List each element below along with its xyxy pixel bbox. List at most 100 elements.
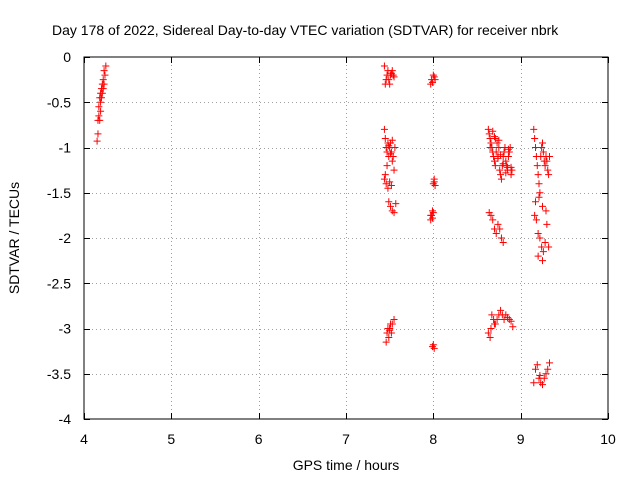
data-point xyxy=(544,365,552,373)
data-point xyxy=(94,130,102,138)
data-point xyxy=(539,248,547,256)
data-point xyxy=(539,257,546,265)
data-point xyxy=(497,171,505,179)
data-point xyxy=(538,144,546,151)
data-point xyxy=(487,325,495,332)
data-point xyxy=(430,344,438,352)
data-point xyxy=(429,71,437,79)
y-tick-label: -2.5 xyxy=(47,275,71,291)
data-point xyxy=(506,144,514,151)
data-point xyxy=(486,334,494,342)
y-tick-label: -3.5 xyxy=(47,366,71,382)
data-point xyxy=(387,202,395,210)
data-point xyxy=(99,76,107,84)
data-point xyxy=(392,200,400,208)
data-point xyxy=(507,317,515,325)
data-point xyxy=(383,162,391,170)
data-point xyxy=(491,162,499,170)
data-point xyxy=(493,315,501,323)
data-point xyxy=(539,202,546,210)
data-point xyxy=(536,234,544,242)
data-point xyxy=(428,343,436,351)
data-point xyxy=(535,180,543,188)
data-point xyxy=(545,359,553,367)
data-point xyxy=(390,166,398,174)
data-point xyxy=(504,153,512,161)
data-point xyxy=(536,372,544,380)
x-axis-label: GPS time / hours xyxy=(293,457,400,473)
data-point xyxy=(99,85,107,93)
data-point xyxy=(387,148,395,156)
x-tick-label: 10 xyxy=(600,431,616,447)
data-point xyxy=(534,171,542,179)
data-point xyxy=(487,211,495,219)
data-point xyxy=(534,252,542,260)
plot-frame xyxy=(83,56,609,420)
data-point xyxy=(495,136,503,144)
data-point xyxy=(492,148,500,156)
chart-title: Day 178 of 2022, Sidereal Day-to-day VTE… xyxy=(52,22,559,38)
data-point xyxy=(542,207,550,215)
data-point xyxy=(541,162,549,170)
data-point xyxy=(502,169,510,177)
data-point xyxy=(496,166,504,174)
data-point xyxy=(489,127,497,135)
data-point xyxy=(484,329,492,337)
data-point xyxy=(385,198,393,206)
data-point xyxy=(102,62,110,70)
data-point xyxy=(496,225,504,233)
data-point xyxy=(427,80,435,88)
x-tick-label: 5 xyxy=(167,431,175,447)
data-point xyxy=(428,214,436,222)
data-point xyxy=(495,144,503,151)
data-point xyxy=(545,171,553,179)
data-point xyxy=(386,80,394,88)
grid-lines xyxy=(84,57,608,419)
data-point xyxy=(390,73,398,81)
data-point xyxy=(380,62,388,70)
data-point xyxy=(382,180,390,188)
data-point xyxy=(385,76,393,84)
data-point xyxy=(95,112,103,120)
data-point xyxy=(492,229,500,237)
data-point xyxy=(431,76,439,84)
data-point xyxy=(541,239,549,247)
data-point xyxy=(533,361,541,369)
data-point xyxy=(536,189,544,197)
data-point xyxy=(539,381,546,389)
data-point xyxy=(97,98,105,106)
data-point xyxy=(499,239,507,247)
data-point xyxy=(430,178,438,186)
data-point xyxy=(381,134,389,142)
data-point xyxy=(391,144,399,151)
data-point xyxy=(380,125,388,133)
y-tick-label: 0 xyxy=(63,49,71,65)
data-point xyxy=(388,67,396,75)
data-point xyxy=(499,160,507,168)
data-point xyxy=(96,116,104,124)
data-point xyxy=(490,320,498,328)
data-point xyxy=(486,144,494,151)
data-point xyxy=(543,220,551,228)
data-point xyxy=(504,163,512,171)
data-point xyxy=(490,133,498,141)
data-point xyxy=(431,182,439,190)
data-point xyxy=(382,338,390,346)
data-point xyxy=(428,207,436,215)
data-point xyxy=(544,166,552,174)
data-point xyxy=(385,334,393,342)
data-point xyxy=(537,379,545,387)
data-point xyxy=(484,125,492,133)
data-point xyxy=(531,134,539,142)
y-tick-label: -1 xyxy=(59,140,72,156)
data-point xyxy=(538,243,546,251)
data-point xyxy=(533,162,541,170)
data-point xyxy=(101,71,109,79)
data-point xyxy=(489,216,497,224)
data-point xyxy=(532,198,540,206)
data-point xyxy=(429,180,437,188)
data-point xyxy=(504,145,512,153)
y-tick-label: -0.5 xyxy=(47,94,71,110)
